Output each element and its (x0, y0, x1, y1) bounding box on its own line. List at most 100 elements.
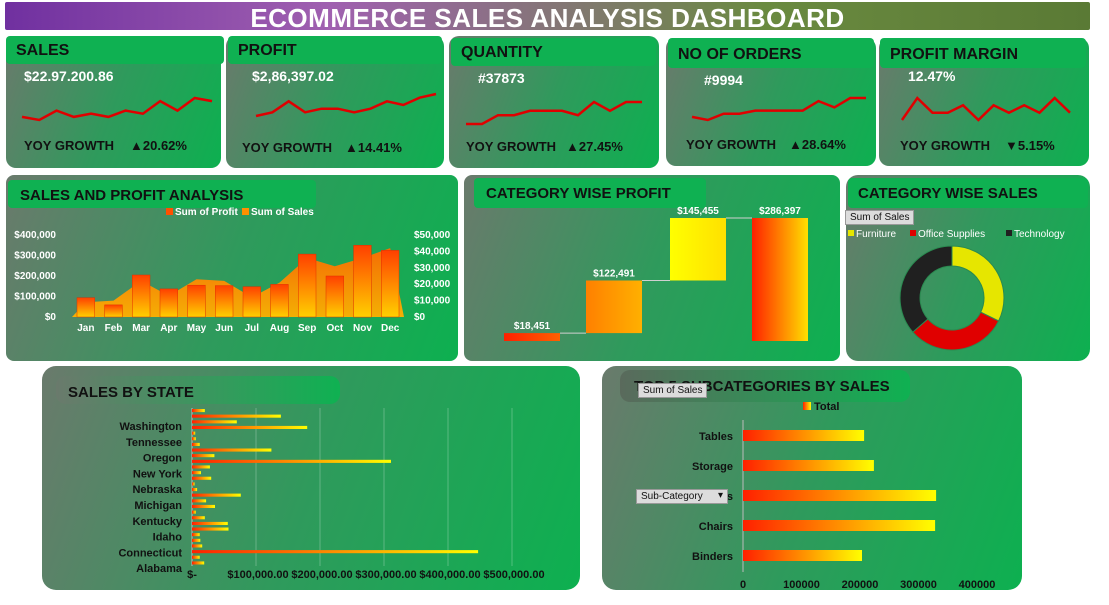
x-tick: Mar (132, 323, 150, 334)
y-tick-right: $30,000 (414, 263, 451, 274)
sparkline-profit (255, 92, 437, 118)
legend-sales: Sum of Sales (251, 207, 314, 218)
profit-area (72, 248, 404, 317)
sales-bar (104, 304, 123, 318)
sparkline-quantity (466, 100, 642, 126)
kpi-header-margin: PROFIT MARGIN (880, 38, 1086, 68)
waterfall-label: $122,491 (593, 268, 635, 279)
state-bar (192, 448, 272, 452)
subcategory-bar (743, 460, 874, 471)
sparkline-sales (21, 96, 213, 122)
legend-total: Total (814, 401, 839, 413)
state-label: Kentucky (132, 516, 182, 528)
state-bar (192, 454, 215, 458)
state-bar (192, 504, 215, 508)
sales-bar (353, 245, 372, 318)
legend-item: Technology (1014, 229, 1065, 240)
state-label: Michigan (134, 500, 182, 512)
x-tick: $200,000.00 (291, 569, 352, 581)
sales-bar (159, 288, 178, 318)
category-sales-title-box: CATEGORY WISE SALES (848, 178, 1088, 208)
sales-profit-title-box: SALES AND PROFIT ANALYSIS (8, 180, 316, 208)
sum-of-sales-field-chip-2[interactable]: Sum of Sales (638, 383, 708, 398)
state-bar (192, 414, 281, 418)
kpi-label: SALES (16, 42, 70, 59)
sales-bar (298, 253, 317, 318)
category-profit-chart: $18,451 $122,491 $145,455 $286,397 (504, 206, 808, 341)
donut-slice (951, 245, 1005, 322)
x-tick: 100000 (783, 579, 820, 591)
y-tick-right: $0 (414, 312, 426, 323)
kpi-growth-value-margin: ▼5.15% (1005, 138, 1055, 153)
state-bar (192, 544, 203, 548)
y-tick-right: $50,000 (414, 230, 451, 241)
state-label: New York (133, 468, 183, 480)
sales-bar (132, 274, 151, 318)
state-bar (192, 527, 229, 531)
sales-bar (325, 275, 344, 318)
kpi-header-sales: SALES (6, 36, 224, 64)
x-tick: $300,000.00 (355, 569, 416, 581)
sales-bar (76, 297, 95, 318)
legend-item: Furniture (856, 229, 896, 240)
sales-profit-title: SALES AND PROFIT ANALYSIS (20, 187, 244, 204)
sparkline-orders (691, 96, 866, 122)
category-sales-title: CATEGORY WISE SALES (858, 185, 1038, 202)
kpi-value-quantity: #37873 (478, 70, 525, 86)
state-label: Connecticut (118, 547, 182, 559)
sales-by-state-title-box: SALES BY STATE (56, 376, 340, 404)
category-sales-donut: Furniture Office Supplies Technology (848, 229, 1065, 351)
legend-swatch-total (803, 402, 811, 410)
subcategory-bar (743, 550, 862, 561)
subcategory-label: Storage (692, 461, 733, 473)
state-bar (192, 493, 241, 497)
kpi-growth-label-margin: YOY GROWTH (900, 138, 991, 153)
state-label: Idaho (153, 532, 183, 544)
sparkline-path (466, 100, 642, 126)
sales-bar (381, 250, 400, 318)
sales-by-state-title: SALES BY STATE (68, 384, 194, 401)
x-tick: Jul (245, 323, 260, 334)
state-bar (192, 465, 210, 469)
x-tick: Jun (215, 323, 233, 334)
subcategory-label: Tables (699, 431, 733, 443)
kpi-header-quantity: QUANTITY (451, 38, 656, 66)
sparkline-path (255, 92, 437, 118)
state-bar (192, 482, 195, 486)
kpi-header-profit: PROFIT (228, 36, 442, 64)
state-bar (192, 425, 308, 429)
waterfall-bar (670, 218, 726, 281)
waterfall-bar (586, 280, 642, 334)
sub-category-filter-button[interactable]: Sub-Category ▾ (636, 489, 728, 504)
state-label: Oregon (143, 453, 182, 465)
dashboard-banner: ECOMMERCE SALES ANALYSIS DASHBOARD (5, 2, 1090, 33)
kpi-growth-value-sales: ▲20.62% (130, 138, 187, 153)
y-tick-left: $200,000 (14, 271, 56, 282)
kpi-value-orders: #9994 (704, 72, 743, 88)
state-bar (192, 550, 479, 554)
legend-profit: Sum of Profit (175, 207, 238, 218)
x-tick: $100,000.00 (227, 569, 288, 581)
x-tick: Sep (298, 323, 316, 334)
state-label: Washington (119, 421, 182, 433)
legend-swatch-sales (242, 208, 249, 215)
sales-bar (215, 285, 234, 318)
sparkline-margin (900, 96, 1071, 122)
x-tick: Dec (381, 323, 400, 334)
donut-slice (899, 245, 953, 333)
state-bar (192, 555, 200, 559)
kpi-label: PROFIT MARGIN (890, 46, 1018, 63)
state-label: Nebraska (132, 484, 182, 496)
waterfall-label: $145,455 (677, 206, 719, 217)
sum-of-sales-field-chip[interactable]: Sum of Sales (845, 210, 915, 225)
legend-swatch (1006, 230, 1012, 236)
subcategory-label: Binders (692, 551, 733, 563)
state-bar (192, 561, 205, 565)
state-bar (192, 437, 196, 441)
subcategory-bar (743, 520, 936, 531)
kpi-growth-value-profit: ▲14.41% (345, 140, 402, 155)
y-tick-left: $100,000 (14, 292, 56, 303)
state-bar (192, 499, 207, 503)
x-tick: 300000 (900, 579, 937, 591)
y-tick-left: $300,000 (14, 251, 56, 262)
